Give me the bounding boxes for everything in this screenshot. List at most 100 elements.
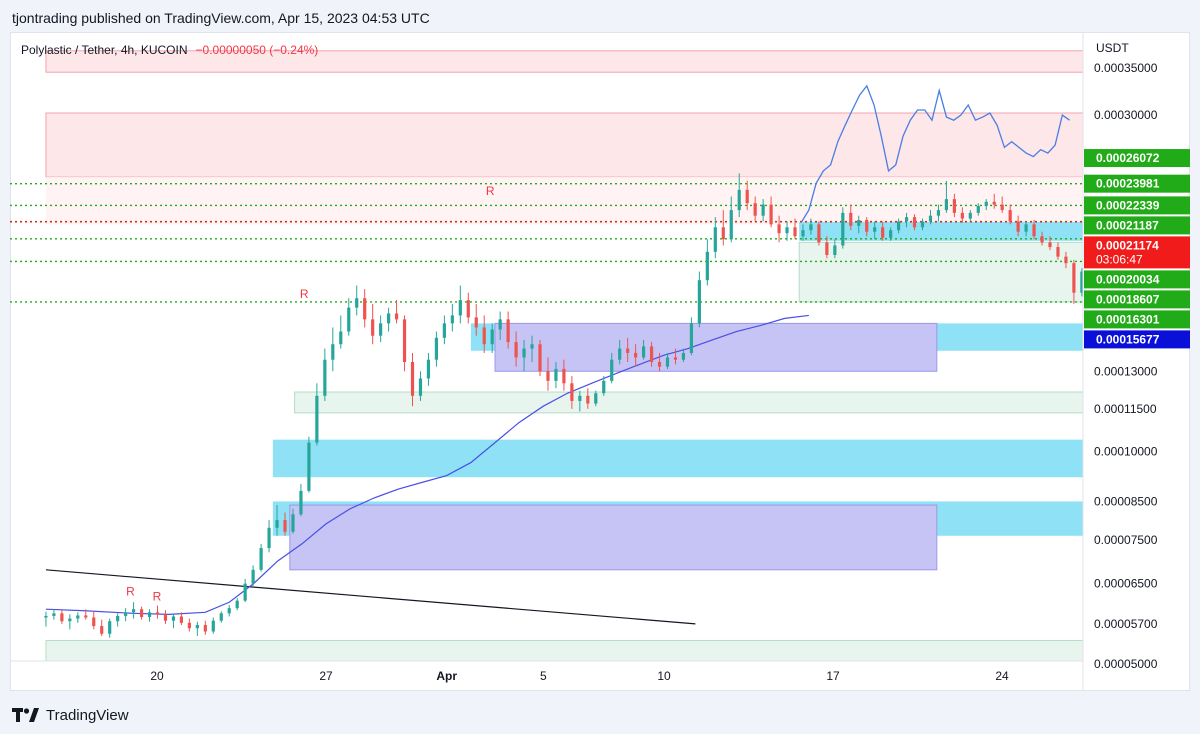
symbol-name: Polylastic / Tether, 4h, KUCOIN — [21, 43, 188, 57]
price-axis-unit: USDT — [1096, 41, 1129, 55]
candle-body — [163, 614, 168, 621]
candle-body — [116, 615, 120, 622]
zone-resistance-lower — [45, 112, 1084, 178]
candle-body — [849, 212, 853, 226]
candle — [777, 215, 781, 243]
candle — [960, 207, 964, 223]
candle-body — [562, 368, 566, 384]
time-tick-label: 5 — [540, 669, 547, 683]
candle — [1064, 251, 1068, 269]
price-label-value: 0.00023981 — [1096, 177, 1160, 191]
candle-body — [896, 221, 901, 231]
candle-body — [793, 227, 797, 237]
time-axis: 20 27 Apr 5 10 17 24 — [150, 669, 1009, 683]
zone-support-high — [798, 241, 1084, 303]
candle — [634, 344, 638, 367]
price-label: 0.00022339 — [1084, 196, 1190, 215]
candle-body — [1048, 242, 1052, 248]
candle — [490, 323, 494, 353]
candle-body — [546, 371, 550, 381]
candle — [450, 303, 454, 332]
price-label-value: 0.00022339 — [1096, 198, 1160, 212]
candle — [108, 618, 112, 638]
candle — [426, 352, 431, 386]
candle — [705, 239, 709, 286]
candle — [594, 390, 598, 407]
candle-body — [904, 217, 909, 222]
candle — [187, 618, 191, 632]
candle-body — [386, 313, 391, 324]
candle-body — [944, 199, 949, 211]
candle — [171, 613, 176, 629]
candle-body — [1040, 236, 1044, 243]
candle — [227, 605, 231, 617]
symbol-title[interactable]: Polylastic / Tether, 4h, KUCOIN −0.000000… — [21, 43, 318, 57]
trendline-layer — [45, 569, 696, 625]
candle — [697, 271, 701, 328]
candle-body — [466, 300, 470, 318]
candle — [1048, 236, 1052, 251]
tradingview-footer[interactable]: TradingView — [12, 704, 129, 726]
candle-body — [179, 616, 184, 623]
horizontal-lines-layer — [10, 182, 1083, 303]
price-tick-label: 0.00007500 — [1094, 533, 1158, 547]
candle-body — [857, 219, 861, 226]
candle — [331, 327, 335, 372]
candle-body — [299, 490, 303, 515]
price-tick-label: 0.00008500 — [1094, 494, 1158, 508]
candle-body — [195, 624, 199, 629]
candle — [299, 483, 303, 517]
candle — [554, 361, 558, 389]
candle-body — [323, 359, 327, 396]
candle-body — [737, 189, 741, 211]
candle-body — [434, 337, 439, 360]
candle-body — [928, 215, 933, 222]
candle — [657, 352, 662, 372]
candle — [968, 210, 972, 222]
candle — [992, 193, 996, 209]
candle — [76, 612, 80, 623]
candle — [100, 619, 104, 636]
candle — [801, 224, 805, 241]
annotation-r-1: R — [153, 590, 162, 604]
candle-body — [426, 359, 431, 379]
price-label-value: 0.00020034 — [1096, 272, 1160, 286]
candle — [259, 543, 263, 572]
candle-body — [92, 617, 96, 627]
time-tick-label: 17 — [826, 669, 840, 683]
candle — [841, 207, 845, 249]
price-label: 0.00026072 — [1084, 149, 1190, 168]
candle — [116, 613, 120, 627]
candle — [251, 565, 255, 587]
candle-body — [681, 352, 686, 360]
candle-body — [108, 621, 112, 634]
tradingview-wordmark: TradingView — [46, 706, 129, 724]
candle-body — [211, 620, 215, 632]
candle-body — [618, 348, 622, 360]
candle-body — [371, 319, 375, 336]
candle — [833, 239, 837, 259]
candle — [283, 512, 287, 536]
candle — [912, 214, 917, 231]
candle — [60, 610, 64, 624]
candle-body — [833, 245, 837, 256]
projection-path — [801, 84, 1070, 223]
candle — [641, 339, 646, 360]
zone-resistance-faint — [45, 177, 1083, 225]
time-tick-label: 27 — [319, 669, 333, 683]
price-tick-label: 0.00030000 — [1094, 108, 1158, 122]
candles-layer — [44, 173, 1084, 638]
candle-body — [450, 315, 454, 324]
price-label: 0.00023981 — [1084, 174, 1190, 193]
candle — [626, 337, 630, 362]
candle — [355, 285, 359, 316]
symbol-change: −0.00000050 (−0.24%) — [196, 43, 319, 57]
candle — [769, 196, 773, 228]
candle-body — [474, 317, 478, 328]
candle — [418, 371, 423, 401]
price-label-value: 0.00026072 — [1096, 151, 1160, 165]
price-label: 0.00021187 — [1084, 216, 1190, 235]
candle-body — [984, 201, 988, 206]
zones-layer — [45, 50, 1084, 662]
